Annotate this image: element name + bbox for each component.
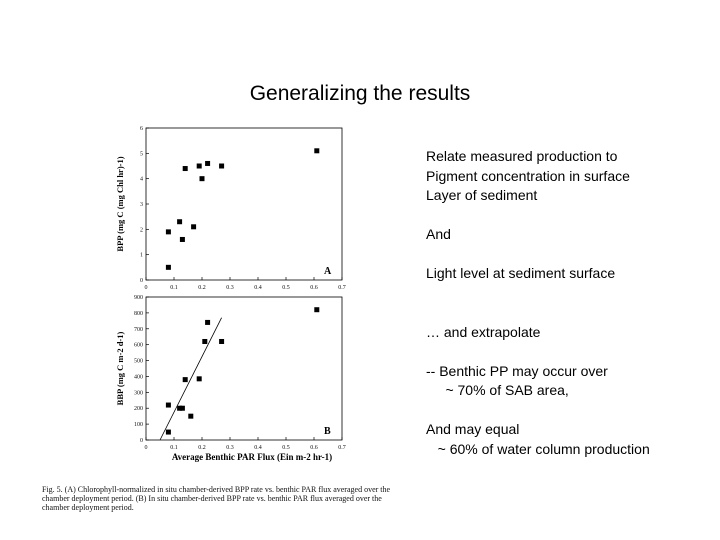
data-point [191,224,197,230]
note-line [426,342,716,362]
y-tick-label: 5 [140,151,143,157]
y-tick-label: 4 [140,177,143,183]
panel-label: B [324,426,331,437]
note-line: ~ 70% of SAB area, [426,382,569,398]
panel-label: A [324,266,332,277]
y-tick-label: 200 [134,406,143,412]
y-tick-label: 900 [134,295,143,301]
data-point [205,160,211,166]
y-tick-label: 500 [134,359,143,365]
x-tick-label: 0.1 [170,445,178,451]
data-point [165,429,171,435]
x-tick-label: 0.7 [338,285,346,291]
figure-caption: Fig. 5. (A) Chlorophyll-normalized in si… [42,485,391,512]
note-line [426,401,716,421]
note-line: And [426,226,451,242]
x-tick-label: 0.6 [310,285,318,291]
x-tick-label: 0.4 [254,285,262,291]
data-point [177,405,183,411]
fit-line [159,317,222,441]
panel-a-plot: 0 0.1 0.2 0.3 0.4 0.5 0.6 0.7 0 1 2 3 4 5 6 A BPP (mg C … [115,126,346,291]
y-axis-label: BBP (mg C m-2 d-1) [115,332,125,406]
note-line: Layer of sediment [426,187,538,203]
note-line: Light level at sediment surface [426,265,616,281]
y-tick-label: 1 [140,253,143,259]
data-point [165,264,171,270]
notes-text: Relate measured production to Pigment con… [426,147,716,459]
y-tick-label: 6 [140,126,143,132]
panel-b-plot: 0 0.1 0.2 0.3 0.4 0.5 0.6 0.7 0 100 200 300 400 500 60… [115,295,346,462]
data-point [182,166,188,172]
x-tick-label: 0.5 [282,445,290,451]
x-tick-label: 0.3 [226,285,234,291]
note-line [426,284,716,304]
x-tick-label: 0.3 [226,445,234,451]
note-line: ~ 60% of water column production [426,440,650,457]
y-tick-label: 2 [140,227,143,233]
y-tick-label: 300 [134,390,143,396]
data-point [199,176,205,182]
data-point [188,413,194,419]
y-tick-label: 0 [140,438,143,444]
data-point [179,405,185,411]
note-line: -- Benthic PP may occur over [426,362,608,379]
plot-frame [145,127,343,281]
slide-title: Generalizing the results [249,82,471,105]
data-point [202,338,208,344]
note-line: … and extrapolate [426,323,541,340]
x-tick-label: 0.2 [198,445,206,451]
figure-panels: 0 0.1 0.2 0.3 0.4 0.5 0.6 0.7 0 1 2 3 4 5 6 A BPP (mg C … [115,126,346,462]
x-tick-label: 0.7 [338,445,346,451]
x-tick-label: 0.5 [282,285,290,291]
data-point [165,402,171,408]
data-point [196,163,202,169]
plot-frame [145,296,343,441]
note-line [426,206,716,226]
y-tick-label: 700 [134,327,143,333]
data-point [205,319,211,325]
data-point [179,236,185,242]
x-tick-label: 0.6 [310,445,318,451]
data-point [182,377,188,383]
data-point [165,229,171,235]
x-axis-label: Average Benthic PAR Flux (Ein m-2 hr-1) [172,452,332,462]
note-line: Relate measured production to [426,148,618,164]
x-tick-label: 0.1 [170,285,178,291]
data-point [219,163,225,169]
data-point [219,338,225,344]
x-tick-label: 0 [145,285,148,291]
note-line [426,245,716,265]
data-point [314,148,320,154]
y-tick-label: 0 [140,278,143,284]
y-tick-label: 3 [140,202,143,208]
y-tick-label: 600 [134,343,143,349]
y-tick-label: 100 [134,422,143,428]
note-line: Pigment concentration in surface [426,167,630,184]
note-line: And may equal [426,421,520,437]
y-axis-label: BPP (mg C (mg Chl hr)-1) [115,156,125,251]
data-point [196,376,202,382]
y-tick-label: 400 [134,374,143,380]
x-tick-label: 0 [145,445,148,451]
x-tick-label: 0.2 [198,285,206,291]
x-tick-label: 0.4 [254,445,262,451]
data-point [314,307,320,313]
data-point [177,219,183,225]
note-line [426,303,716,323]
y-tick-label: 800 [134,311,143,317]
